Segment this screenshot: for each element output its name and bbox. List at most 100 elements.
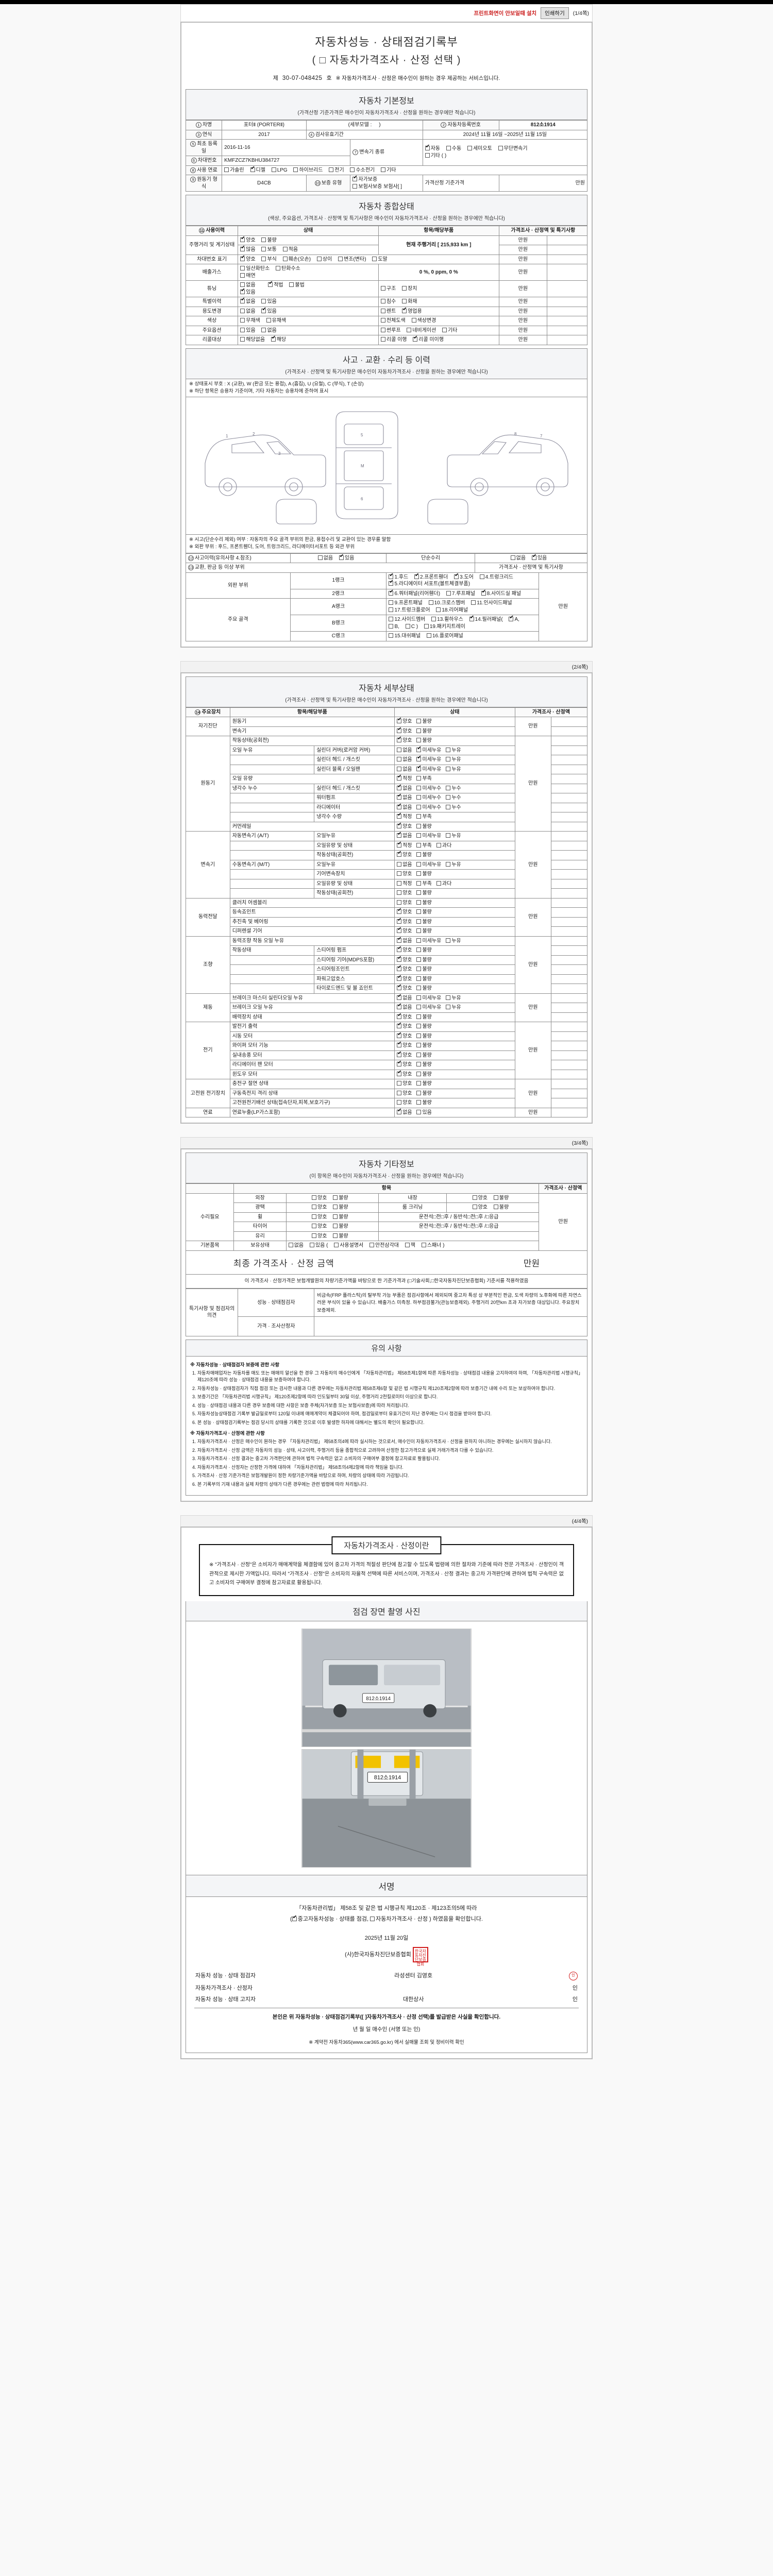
detail-price-note[interactable]	[550, 984, 588, 994]
buyer-signature-line[interactable]: 년 월 일 매수인 (서명 또는 인)	[352, 2026, 421, 2033]
detail-price-note[interactable]	[550, 802, 588, 812]
state-option-양호[interactable]: 양호	[397, 1060, 412, 1069]
part-quarter-panel[interactable]: 6.쿼터패널(리어휀더)	[389, 589, 440, 598]
color-changed[interactable]: 색상변경	[411, 317, 436, 325]
state-option-불량[interactable]: 불량	[416, 823, 432, 831]
detail-price-note[interactable]	[550, 888, 588, 899]
fuel-opt-gasoline[interactable]: 가솔린	[224, 167, 244, 174]
state-option-양호[interactable]: 양호	[397, 871, 412, 878]
mileage-good[interactable]: 양호	[240, 236, 256, 244]
part-pillar-panel[interactable]: 14.필러패널(	[469, 615, 503, 623]
detail-price-note[interactable]	[550, 745, 588, 755]
detail-price-note[interactable]	[550, 1003, 588, 1013]
state-option-미세누수[interactable]: 미세누수	[416, 804, 441, 811]
state-option-적정[interactable]: 적정	[397, 774, 412, 783]
detail-price-note[interactable]	[550, 869, 588, 879]
fuel-opt-electric[interactable]: 전기	[329, 167, 344, 174]
detail-price-note[interactable]	[550, 774, 588, 784]
detail-price-note[interactable]	[550, 964, 588, 975]
state-option-불량[interactable]: 불량	[416, 1033, 432, 1040]
tire-good[interactable]: 양호	[312, 1223, 327, 1230]
state-option-불량[interactable]: 불량	[416, 871, 432, 878]
warranty-opt-insurer[interactable]: 보험사보증 보험사[ ]	[352, 183, 402, 191]
state-option-누유[interactable]: 누유	[446, 861, 461, 869]
detail-price-note[interactable]	[550, 1088, 588, 1098]
appraiser-remark-text[interactable]	[314, 1316, 587, 1336]
detail-price-note[interactable]	[550, 945, 588, 956]
item-manual[interactable]: 사용설명서	[334, 1242, 363, 1249]
detail-price-note[interactable]	[550, 907, 588, 918]
item-triangle[interactable]: 안전삼각대	[369, 1242, 399, 1249]
appraiser-name[interactable]	[325, 1982, 502, 1994]
state-option-불량[interactable]: 불량	[416, 890, 432, 897]
state-option-불량[interactable]: 불량	[416, 737, 432, 744]
state-option-미세누유[interactable]: 미세누유	[416, 861, 441, 869]
state-option-양호[interactable]: 양호	[397, 1090, 412, 1097]
tuning-legal[interactable]: 적법	[268, 281, 283, 289]
pillar-a[interactable]: A,	[509, 615, 519, 623]
state-option-양호[interactable]: 양호	[397, 1022, 412, 1030]
int-good[interactable]: 양호	[472, 1195, 488, 1202]
detail-price-note[interactable]	[550, 831, 588, 841]
usechange-rent[interactable]: 렌트	[380, 308, 396, 315]
part-rear-panel[interactable]: 18.리어패널	[436, 607, 468, 614]
state-option-불량[interactable]: 불량	[416, 919, 432, 926]
state-option-양호[interactable]: 양호	[397, 984, 412, 992]
simple-none[interactable]: 없음	[510, 555, 526, 562]
options-yes[interactable]: 있음	[240, 327, 256, 334]
state-option-누수[interactable]: 누수	[446, 794, 461, 802]
repair-wheel-positions[interactable]: 운전석□전□후 / 동반석□전□후 /□응급	[378, 1212, 540, 1222]
part-package-tray[interactable]: 19.패키지트레이	[424, 623, 465, 631]
ext-bad[interactable]: 불량	[333, 1195, 348, 1202]
state-option-누유[interactable]: 누유	[446, 995, 461, 1002]
state-option-양호[interactable]: 양호	[397, 1099, 412, 1107]
state-option-적정[interactable]: 적정	[397, 812, 412, 821]
usechange-none[interactable]: 없음	[240, 308, 256, 315]
state-option-미세누수[interactable]: 미세누수	[416, 785, 441, 792]
print-button[interactable]: 인쇄하기	[541, 7, 569, 19]
confirm-appraisal-checkbox[interactable]	[370, 1916, 375, 1921]
fuel-opt-hydrogen[interactable]: 수소전기	[350, 167, 375, 174]
state-option-과다[interactable]: 과다	[436, 880, 451, 888]
detail-price-note[interactable]	[550, 878, 588, 889]
state-option-불량[interactable]: 불량	[416, 1061, 432, 1069]
detail-price-note[interactable]	[550, 1060, 588, 1070]
polish-bad[interactable]: 불량	[333, 1204, 348, 1211]
state-option-불량[interactable]: 불량	[416, 909, 432, 916]
detail-price-note[interactable]	[550, 897, 588, 908]
vin-corrosion[interactable]: 부식	[261, 256, 277, 263]
detail-price-note[interactable]	[550, 926, 588, 937]
state-option-양호[interactable]: 양호	[397, 1051, 412, 1059]
clean-bad[interactable]: 불량	[493, 1204, 509, 1211]
tire-bad[interactable]: 불량	[333, 1223, 348, 1230]
part-side-sill[interactable]: 8.사이드실 패널	[481, 589, 521, 598]
part-front-panel[interactable]: 9.프론트패널	[389, 600, 423, 607]
color-achromatic[interactable]: 무채색	[240, 317, 260, 325]
state-option-불량[interactable]: 불량	[416, 1080, 432, 1088]
part-door[interactable]: 3.도어	[454, 573, 474, 581]
fuel-opt-other[interactable]: 기타	[381, 167, 396, 174]
tuning-none[interactable]: 없음	[240, 282, 256, 289]
state-option-불량[interactable]: 불량	[416, 957, 432, 964]
detail-price-note[interactable]	[550, 1069, 588, 1079]
state-option-양호[interactable]: 양호	[397, 890, 412, 897]
detail-price-note[interactable]	[550, 936, 588, 946]
detail-price-note[interactable]	[550, 1107, 588, 1117]
recall-notdone[interactable]: 리콜 미이행	[413, 335, 444, 344]
wheel-good[interactable]: 양호	[312, 1214, 327, 1221]
detail-price-note[interactable]	[550, 917, 588, 927]
detail-price-note[interactable]	[550, 1022, 588, 1032]
trans-opt-auto[interactable]: 자동	[425, 144, 440, 152]
price-note-cell[interactable]	[547, 335, 587, 345]
state-option-불량[interactable]: 불량	[416, 852, 432, 859]
trans-opt-manual[interactable]: 수동	[446, 145, 461, 152]
vin-damaged[interactable]: 훼손(오손)	[282, 256, 311, 263]
state-option-없음[interactable]: 없음	[397, 747, 412, 754]
price-note-cell[interactable]	[547, 264, 587, 281]
price-note-cell[interactable]	[547, 325, 587, 335]
state-option-미세누수[interactable]: 미세누수	[416, 794, 441, 802]
part-floor-panel[interactable]: 16.플로어패널	[426, 633, 463, 640]
part-inside-panel[interactable]: 11.인사이드패널	[471, 600, 512, 607]
state-option-미세누유[interactable]: 미세누유	[416, 746, 441, 754]
state-option-불량[interactable]: 불량	[416, 985, 432, 992]
